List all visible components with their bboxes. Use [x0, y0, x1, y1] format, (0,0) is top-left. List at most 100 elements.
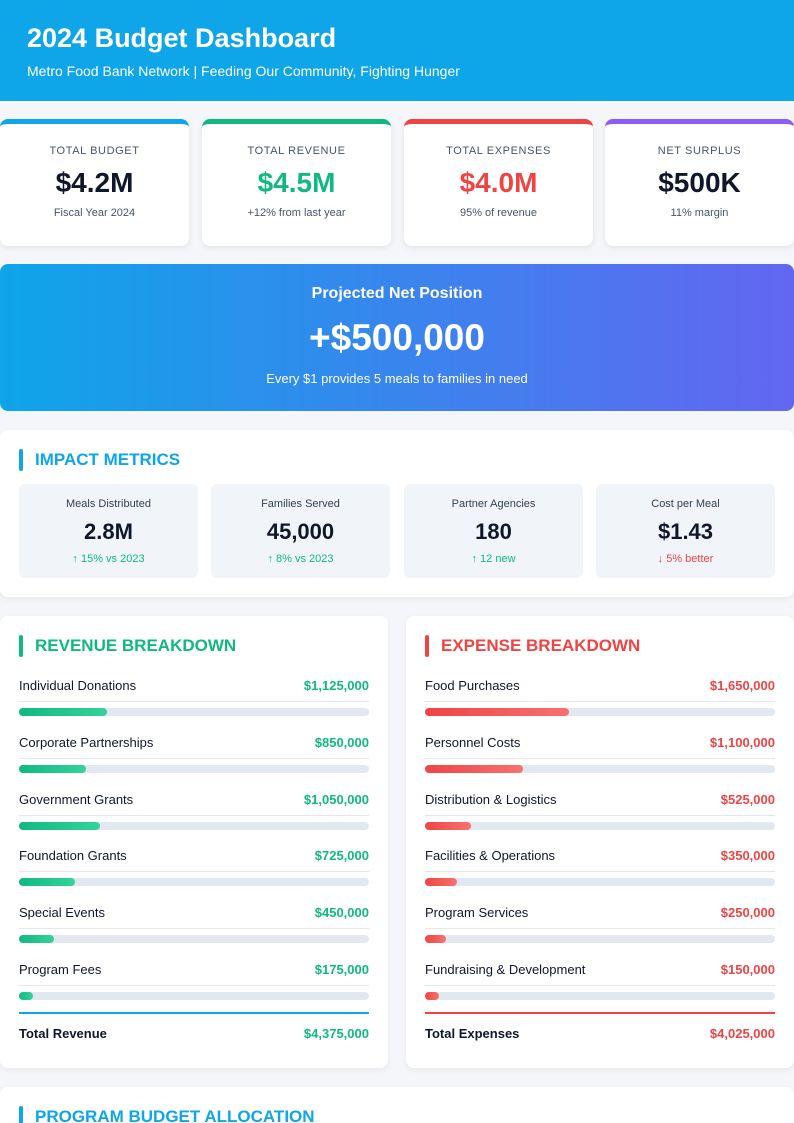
row-divider	[19, 871, 369, 873]
section-title: Revenue Breakdown	[19, 635, 236, 657]
row-amount: $1,050,000	[303, 791, 369, 807]
section-title: Impact Metrics	[19, 449, 180, 471]
progress-fill	[425, 878, 457, 887]
progress-fill	[19, 878, 75, 887]
row-divider	[425, 701, 775, 702]
row-amount: $250,000	[720, 905, 775, 921]
total-value: $4,375,000	[303, 1026, 369, 1041]
kpi-label: Total Budget	[49, 145, 140, 157]
metric-value: 45,000	[266, 519, 335, 544]
row-amount: $175,000	[314, 961, 369, 977]
kpi-note: Fiscal Year 2024	[53, 207, 136, 219]
row-divider	[425, 984, 775, 986]
section-title: Expense Breakdown	[425, 635, 640, 657]
banner-value: +$500,000	[309, 317, 485, 358]
row-divider	[19, 814, 369, 816]
progress-fill	[425, 821, 471, 830]
kpi-card-total-expenses: Total Expenses $4.0M 95% of revenue	[404, 119, 593, 246]
revenue-row: Individual Donations $1,125,000	[19, 678, 369, 735]
row-name: Special Events	[19, 905, 105, 921]
row-divider	[19, 757, 369, 759]
page-header: 2024 Budget Dashboard Metro Food Bank Ne…	[0, 0, 794, 101]
row-divider	[19, 701, 369, 702]
progress-track	[19, 708, 369, 716]
progress-fill	[19, 935, 54, 944]
row-amount: $1,650,000	[709, 678, 775, 693]
progress-fill	[425, 991, 439, 1000]
revenue-row: Foundation Grants $725,000	[19, 848, 369, 905]
kpi-card-total-revenue: Total Revenue $4.5M +12% from last year	[202, 119, 391, 246]
progress-track	[19, 935, 369, 944]
kpi-note: 95% of revenue	[459, 207, 538, 219]
revenue-total: Total Revenue $4,375,000	[19, 1012, 369, 1042]
expense-breakdown-card: Expense Breakdown Food Purchases $1,650,0…	[406, 616, 794, 1068]
row-name: Foundation Grants	[19, 848, 127, 864]
metric-value: 2.8M	[84, 519, 133, 544]
revenue-row: Program Fees $175,000	[19, 962, 369, 1019]
progress-fill	[19, 764, 86, 773]
metric-value: $1.43	[657, 519, 714, 544]
row-name: Program Services	[425, 905, 529, 921]
metric-label: Families Served	[261, 498, 340, 510]
progress-track	[425, 821, 775, 830]
kpi-label: Net Surplus	[657, 145, 742, 157]
progress-fill	[19, 708, 107, 716]
progress-fill	[19, 991, 33, 1000]
row-name: Fundraising & Development	[425, 961, 586, 977]
row-divider	[425, 928, 775, 930]
metric-label: Partner Agencies	[451, 498, 536, 510]
expense-row: Program Services $250,000	[425, 905, 775, 962]
row-divider	[425, 871, 775, 873]
metric-label: Meals Distributed	[66, 498, 151, 510]
row-name: Corporate Partnerships	[19, 734, 154, 750]
row-divider	[19, 984, 369, 986]
metric-change: ↑ 8% vs 2023	[267, 553, 334, 565]
progress-track	[425, 764, 775, 773]
kpi-label: Total Revenue	[247, 145, 346, 157]
program-budget-card: Program Budget Allocation	[0, 1087, 794, 1123]
kpi-value: $4.2M	[55, 167, 134, 198]
expense-row: Fundraising & Development $150,000	[425, 962, 775, 1019]
banner-title: Projected Net Position	[311, 285, 483, 302]
metric-partner-agencies: Partner Agencies 180 ↑ 12 new	[404, 484, 583, 578]
kpi-card-net-surplus: Net Surplus $500K 11% margin	[605, 119, 794, 246]
row-divider	[425, 757, 775, 759]
revenue-row: Special Events $450,000	[19, 905, 369, 962]
impact-metrics-card: Impact Metrics Meals Distributed 2.8M ↑ …	[0, 430, 794, 597]
page-title: 2024 Budget Dashboard	[27, 23, 337, 53]
row-name: Individual Donations	[19, 678, 137, 693]
progress-track	[19, 991, 369, 1000]
revenue-breakdown-card: Revenue Breakdown Individual Donations $1…	[0, 616, 388, 1068]
kpi-value: $4.0M	[459, 167, 538, 198]
progress-track	[19, 878, 369, 887]
banner-note: Every $1 provides 5 meals to families in…	[266, 371, 528, 386]
row-amount: $350,000	[720, 848, 775, 864]
expense-total: Total Expenses $4,025,000	[425, 1012, 775, 1042]
kpi-value: $4.5M	[257, 167, 336, 198]
row-name: Facilities & Operations	[425, 848, 556, 864]
section-title: Program Budget Allocation	[19, 1106, 315, 1123]
row-name: Food Purchases	[425, 678, 520, 693]
progress-fill	[19, 821, 100, 830]
row-amount: $850,000	[314, 734, 369, 750]
metric-meals-distributed: Meals Distributed 2.8M ↑ 15% vs 2023	[19, 484, 198, 578]
metric-value: 180	[475, 519, 512, 544]
metric-label: Cost per Meal	[651, 498, 720, 510]
progress-track	[425, 935, 775, 944]
progress-track	[425, 708, 775, 716]
progress-fill	[425, 764, 523, 773]
expense-row: Distribution & Logistics $525,000	[425, 792, 775, 849]
total-label: Total Expenses	[425, 1026, 520, 1041]
progress-track	[425, 991, 775, 1000]
row-name: Personnel Costs	[425, 734, 521, 750]
progress-track	[19, 764, 369, 773]
expense-list: Food Purchases $1,650,000 Personnel Costs $…	[425, 678, 775, 1019]
row-amount: $725,000	[314, 848, 369, 864]
expense-row: Personnel Costs $1,100,000	[425, 735, 775, 792]
metric-change: ↑ 15% vs 2023	[72, 553, 145, 565]
progress-fill	[425, 935, 446, 944]
progress-fill	[425, 708, 569, 716]
total-value: $4,025,000	[709, 1026, 775, 1041]
row-amount: $1,100,000	[709, 734, 775, 750]
row-divider	[19, 928, 369, 930]
